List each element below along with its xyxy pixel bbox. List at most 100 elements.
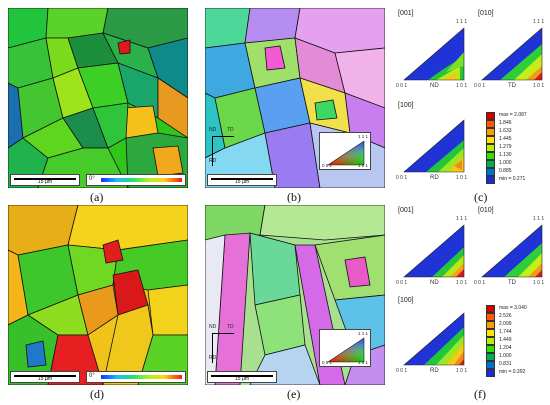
pf-triangle-rd xyxy=(403,312,465,366)
sample-axes-e: ND TD RD xyxy=(209,324,237,369)
scale-bar-d: 15 µm xyxy=(10,371,80,383)
pf-legend-swatch xyxy=(486,353,495,361)
pf-legend-swatch xyxy=(486,128,495,136)
pf-nd-left: 0 0 1 xyxy=(396,83,408,89)
panel-label-a: (a) xyxy=(90,190,104,204)
pf-dir-100: [100] xyxy=(398,102,414,109)
pf-legend-swatch xyxy=(486,345,495,353)
ipf-key-top: 1 1 1 xyxy=(357,331,368,336)
pf-legend-swatch xyxy=(486,136,495,144)
pf-legend-value: min = 0.392 xyxy=(499,369,526,375)
panel-label-d: (d) xyxy=(90,387,104,401)
scale-bar-line xyxy=(211,178,273,180)
ipf-key-right: 1 0 1 xyxy=(357,360,368,365)
axis-td: TD xyxy=(227,127,234,133)
ipf-key-top: 1 1 1 xyxy=(357,134,368,139)
pf-dir-100: [100] xyxy=(398,297,414,304)
pf-legend-swatch xyxy=(486,361,495,369)
scale-bar-text: 15 µm xyxy=(38,376,52,382)
ipf-key-e: 1 1 1 0 0 1 1 0 1 xyxy=(319,329,371,367)
pf-legend-swatch xyxy=(486,144,495,152)
kam-map-a xyxy=(8,8,188,188)
pf-rd-left: 0 0 1 xyxy=(396,368,408,374)
scale-bar-text: 15 µm xyxy=(235,376,249,382)
pf-legend-value: max = 2.087 xyxy=(499,112,527,118)
pf-legend-f: max = 3.040 2.526 2.099 1.744 1.449 1.20… xyxy=(486,305,544,381)
axis-rd: RD xyxy=(209,158,217,164)
pf-td-right: 1 0 1 xyxy=(533,83,545,89)
pf-legend-swatch xyxy=(486,160,495,168)
pf-dir-001: [001] xyxy=(398,207,414,214)
scale-bar-line xyxy=(14,375,76,377)
pf-axis-td: TD xyxy=(508,83,516,89)
panel-label-e: (e) xyxy=(287,387,301,401)
scale-bar-b: 15 µm xyxy=(207,174,277,186)
pf-legend-value: 1.449 xyxy=(499,337,512,343)
pf-legend-value: 1.000 xyxy=(499,160,512,166)
pf-legend-swatch xyxy=(486,152,495,160)
axis-nd: ND xyxy=(209,127,217,133)
pf-dir-001: [001] xyxy=(398,10,414,17)
pf-triangle-td xyxy=(481,27,543,81)
axis-rd: RD xyxy=(209,355,217,361)
pf-nd-right: 1 0 1 xyxy=(456,280,468,286)
pf-legend-swatch xyxy=(486,112,495,120)
pf-td-left: 0 0 1 xyxy=(474,83,486,89)
kam-map-d xyxy=(8,205,188,385)
ipf-key-b: 1 1 1 0 0 1 1 0 1 xyxy=(319,132,371,170)
pf-axis-rd: RD xyxy=(430,175,439,181)
pf-legend-swatch xyxy=(486,176,495,184)
panel-label-c: (c) xyxy=(474,190,488,204)
axis-nd: ND xyxy=(209,324,217,330)
pf-rd-right: 1 0 1 xyxy=(456,175,468,181)
kam-legend-d: 0° xyxy=(86,371,186,383)
pf-td-top: 1 1 1 xyxy=(533,216,545,222)
pf-rd-left: 0 0 1 xyxy=(396,175,408,181)
pf-triangle-td xyxy=(481,224,543,278)
pf-legend-swatch xyxy=(486,337,495,345)
pf-nd-left: 0 0 1 xyxy=(396,280,408,286)
ipf-key-right: 1 0 1 xyxy=(357,163,368,168)
pf-legend-c: max = 2.087 1.846 1.633 1.445 1.279 1.13… xyxy=(486,112,544,188)
pf-dir-010: [010] xyxy=(478,207,494,214)
ipf-key-left: 0 0 1 xyxy=(322,360,333,365)
pf-legend-value: 2.526 xyxy=(499,313,512,319)
pf-legend-swatch xyxy=(486,313,495,321)
pf-dir-010: [010] xyxy=(478,10,494,17)
pf-nd-top: 1 1 1 xyxy=(456,19,468,25)
kam-legend-gradient xyxy=(101,375,182,379)
pf-td-top: 1 1 1 xyxy=(533,19,545,25)
sample-axes-b: ND TD RD xyxy=(209,127,237,172)
pf-nd-right: 1 0 1 xyxy=(456,83,468,89)
pf-axis-nd: ND xyxy=(430,83,439,89)
pf-legend-value: 1.445 xyxy=(499,136,512,142)
kam-legend-min: 0° xyxy=(89,176,95,182)
map-a: 15 µm 0° xyxy=(8,8,188,188)
kam-legend-a: 0° xyxy=(86,174,186,186)
pf-legend-swatch xyxy=(486,168,495,176)
kam-legend-gradient xyxy=(101,178,182,182)
scale-bar-a: 15 µm xyxy=(10,174,80,186)
pf-triangle-nd xyxy=(403,224,465,278)
pf-axis-td: TD xyxy=(508,280,516,286)
pf-legend-value: 1.130 xyxy=(499,152,512,158)
map-e: ND TD RD 1 1 1 0 0 1 1 0 1 15 µm xyxy=(205,205,385,385)
pf-legend-value: 0.885 xyxy=(499,168,512,174)
ipf-triangle-b xyxy=(327,140,365,166)
map-d: 15 µm 0° xyxy=(8,205,188,385)
ipf-map-e xyxy=(205,205,385,385)
panel-label-f: (f) xyxy=(474,387,486,401)
axis-td: TD xyxy=(227,324,234,330)
pf-legend-value: 2.099 xyxy=(499,321,512,327)
scale-bar-line xyxy=(211,375,273,377)
pf-legend-value: 1.744 xyxy=(499,329,512,335)
pf-triangle-rd xyxy=(403,119,465,173)
scale-bar-text: 15 µm xyxy=(235,179,249,185)
pf-legend-value: min = 0.271 xyxy=(499,176,526,182)
pf-legend-swatch xyxy=(486,369,495,377)
scale-bar-line xyxy=(14,178,76,180)
ipf-key-left: 0 0 1 xyxy=(322,163,333,168)
pole-figures-c: [001] [010] [100] 1 1 1 0 0 1 1 0 1 ND 1… xyxy=(392,8,548,204)
pf-legend-value: 1.000 xyxy=(499,353,512,359)
panel-label-b: (b) xyxy=(287,190,301,204)
